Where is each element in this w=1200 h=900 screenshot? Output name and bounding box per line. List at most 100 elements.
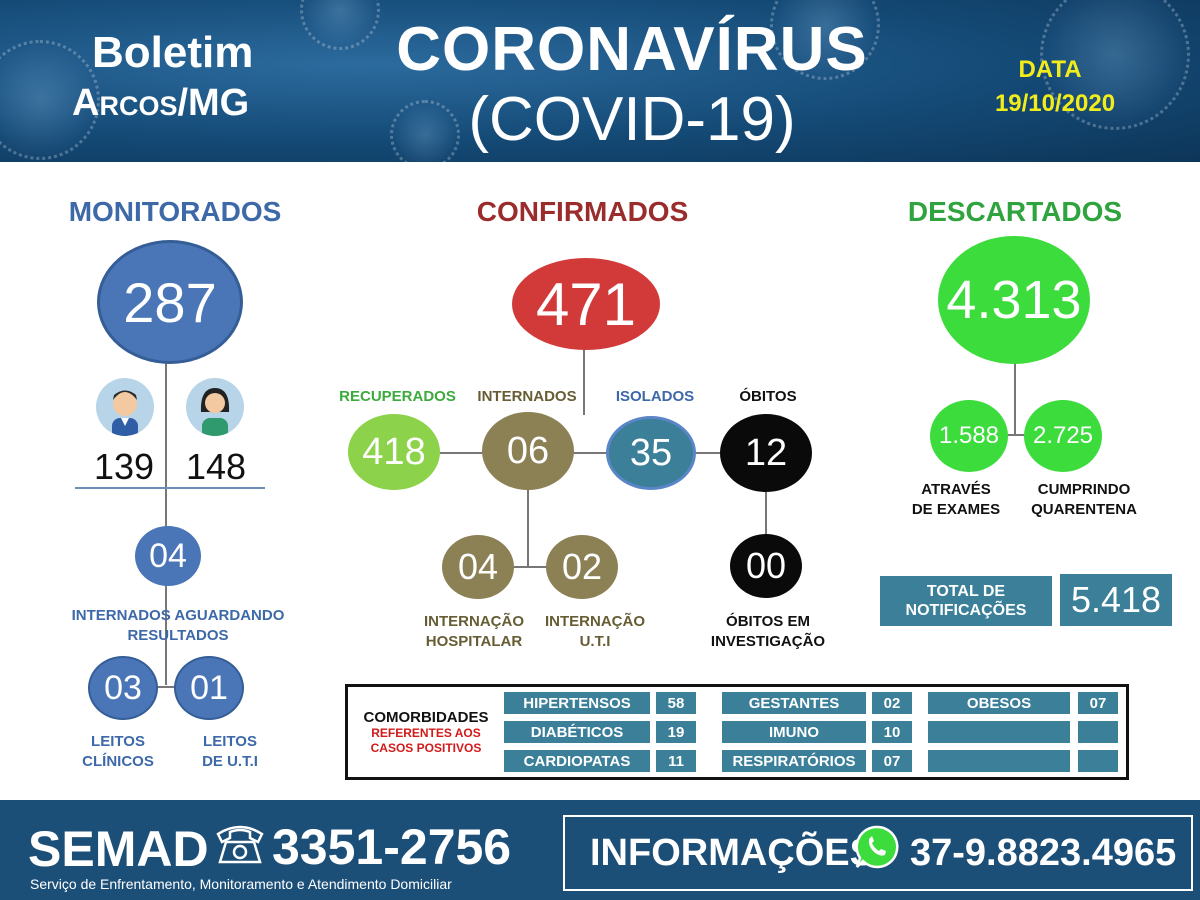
internacao-hospitalar-value: 04 [457, 546, 499, 587]
confirmados-title: CONFIRMADOS [476, 196, 689, 227]
info-label: INFORMAÇÕES [590, 832, 875, 874]
confirmados-total-circle: 471 [512, 258, 660, 350]
semad-label: SEMAD [28, 821, 209, 877]
monitorados-total: 287 [123, 270, 217, 334]
internados-aguardando-circle: 04 [135, 526, 201, 586]
total-notificacoes-label-box: TOTAL DE NOTIFICAÇÕES [880, 576, 1052, 626]
internados-label: INTERNADOS [477, 388, 577, 405]
total-notificacoes-box: 5.418 [1060, 574, 1172, 626]
resultados-label: RESULTADOS [127, 627, 229, 644]
comorb-value-obesos: 07 [1078, 692, 1118, 714]
leitos-clinicos-circle: 03 [88, 656, 158, 720]
quarentena-value: 2.725 [1032, 422, 1094, 449]
comorb-value-empty [1078, 750, 1118, 772]
obitos-investigacao-circle: 00 [730, 534, 802, 598]
connector-line [527, 488, 529, 568]
exames-label: ATRAVÉS [921, 481, 991, 498]
date-value: 19/10/2020 [994, 90, 1116, 117]
city-label: Arcos/MG [72, 82, 250, 124]
semad-phone: 3351-2756 [272, 819, 512, 875]
info-box [563, 815, 1193, 891]
connector-line [165, 360, 167, 685]
internados-aguardando-label: INTERNADOS AGUARDANDO [71, 607, 285, 624]
comorb-label-obesos: OBESOS [928, 692, 1070, 714]
connector-line [765, 488, 767, 538]
comorb-label-empty [928, 721, 1070, 743]
comorb-label-imuno: IMUNO [722, 721, 866, 743]
female-avatar-icon [186, 378, 244, 436]
phone-icon [212, 818, 268, 868]
obitos-circle: 12 [720, 414, 812, 492]
total-notificacoes-label: TOTAL DE [926, 583, 1006, 600]
quarentena-circle: 2.725 [1024, 400, 1102, 472]
confirmados-total: 471 [535, 270, 637, 338]
comorb-value-empty [1078, 721, 1118, 743]
leitos-clinicos-label-2: CLÍNICOS [82, 753, 154, 770]
header-banner [0, 0, 1200, 162]
comorbidades-subtitle-2: CASOS POSITIVOS [370, 741, 482, 755]
male-count: 139 [93, 446, 155, 487]
page-title: CORONAVÍRUS [396, 15, 868, 84]
page-subtitle: (COVID-19) [468, 85, 796, 154]
boletim-label: Boletim [92, 28, 254, 77]
comorb-value-gestantes: 02 [872, 692, 912, 714]
comorbidades-subtitle: REFERENTES AOS [371, 726, 481, 740]
leitos-clinicos-value: 03 [104, 668, 142, 707]
date-label: DATA [1018, 56, 1082, 83]
internados-aguardando-value: 04 [149, 536, 187, 575]
internados-value: 06 [506, 429, 550, 472]
comorb-label-gestantes: GESTANTES [722, 692, 866, 714]
descartados-total-circle: 4.313 [938, 236, 1090, 364]
whatsapp-icon [854, 824, 900, 870]
total-notificacoes-label-2: NOTIFICAÇÕES [905, 602, 1027, 619]
internacao-hospitalar-circle: 04 [442, 535, 514, 599]
internacao-uti-label-2: U.T.I [579, 633, 611, 650]
obitos-label: ÓBITOS [739, 388, 797, 405]
leitos-clinicos-label: LEITOS [91, 733, 145, 750]
connector-line [440, 452, 730, 454]
isolados-label: ISOLADOS [615, 388, 695, 405]
internacao-uti-value: 02 [561, 546, 603, 587]
descartados-title: DESCARTADOS [907, 196, 1123, 227]
semad-subtitle: Serviço de Enfrentamento, Monitoramento … [30, 876, 452, 892]
connector-line [1014, 360, 1016, 434]
internacao-hospitalar-label-2: HOSPITALAR [425, 633, 523, 650]
leitos-uti-label-2: DE U.T.I [202, 753, 258, 770]
obitos-investigacao-label: ÓBITOS EM [726, 613, 810, 630]
comorb-label-cardiopatas: CARDIOPATAS [504, 750, 650, 772]
virus-decoration [1040, 0, 1190, 130]
recuperados-circle: 418 [348, 414, 440, 490]
exames-circle: 1.588 [930, 400, 1008, 472]
isolados-circle: 35 [606, 416, 696, 490]
comorb-label-hipertensos: HIPERTENSOS [504, 692, 650, 714]
comorbidades-title: COMORBIDADES [363, 709, 489, 726]
descartados-total: 4.313 [946, 270, 1082, 330]
connector-line [583, 340, 585, 415]
connector-line [510, 566, 550, 568]
exames-label-2: DE EXAMES [911, 501, 1001, 518]
comorb-value-respiratorios: 07 [872, 750, 912, 772]
internados-circle: 06 [482, 412, 574, 490]
leitos-uti-circle: 01 [174, 656, 244, 720]
virus-decoration [390, 100, 460, 162]
total-notificacoes-value: 5.418 [1070, 579, 1162, 620]
female-count: 148 [185, 446, 247, 487]
exames-value: 1.588 [938, 422, 1000, 449]
comorb-value-diabeticos: 19 [656, 721, 696, 743]
virus-decoration [0, 40, 100, 160]
leitos-uti-label: LEITOS [203, 733, 257, 750]
comorb-value-hipertensos: 58 [656, 692, 696, 714]
obitos-investigacao-label-2: INVESTIGAÇÃO [710, 633, 826, 650]
comorb-label-diabeticos: DIABÉTICOS [504, 721, 650, 743]
comorb-value-imuno: 10 [872, 721, 912, 743]
monitorados-title: MONITORADOS [68, 196, 282, 227]
monitorados-total-circle: 287 [97, 240, 243, 364]
connector-line [1000, 434, 1030, 436]
comorb-value-cardiopatas: 11 [656, 750, 696, 772]
recuperados-value: 418 [362, 430, 426, 473]
quarentena-label-2: QUARENTENA [1031, 501, 1137, 518]
obitos-value: 12 [744, 431, 788, 474]
info-phone: 37-9.8823.4965 [910, 832, 1177, 874]
leitos-uti-value: 01 [190, 668, 228, 707]
comorb-label-respiratorios: RESPIRATÓRIOS [722, 750, 866, 772]
